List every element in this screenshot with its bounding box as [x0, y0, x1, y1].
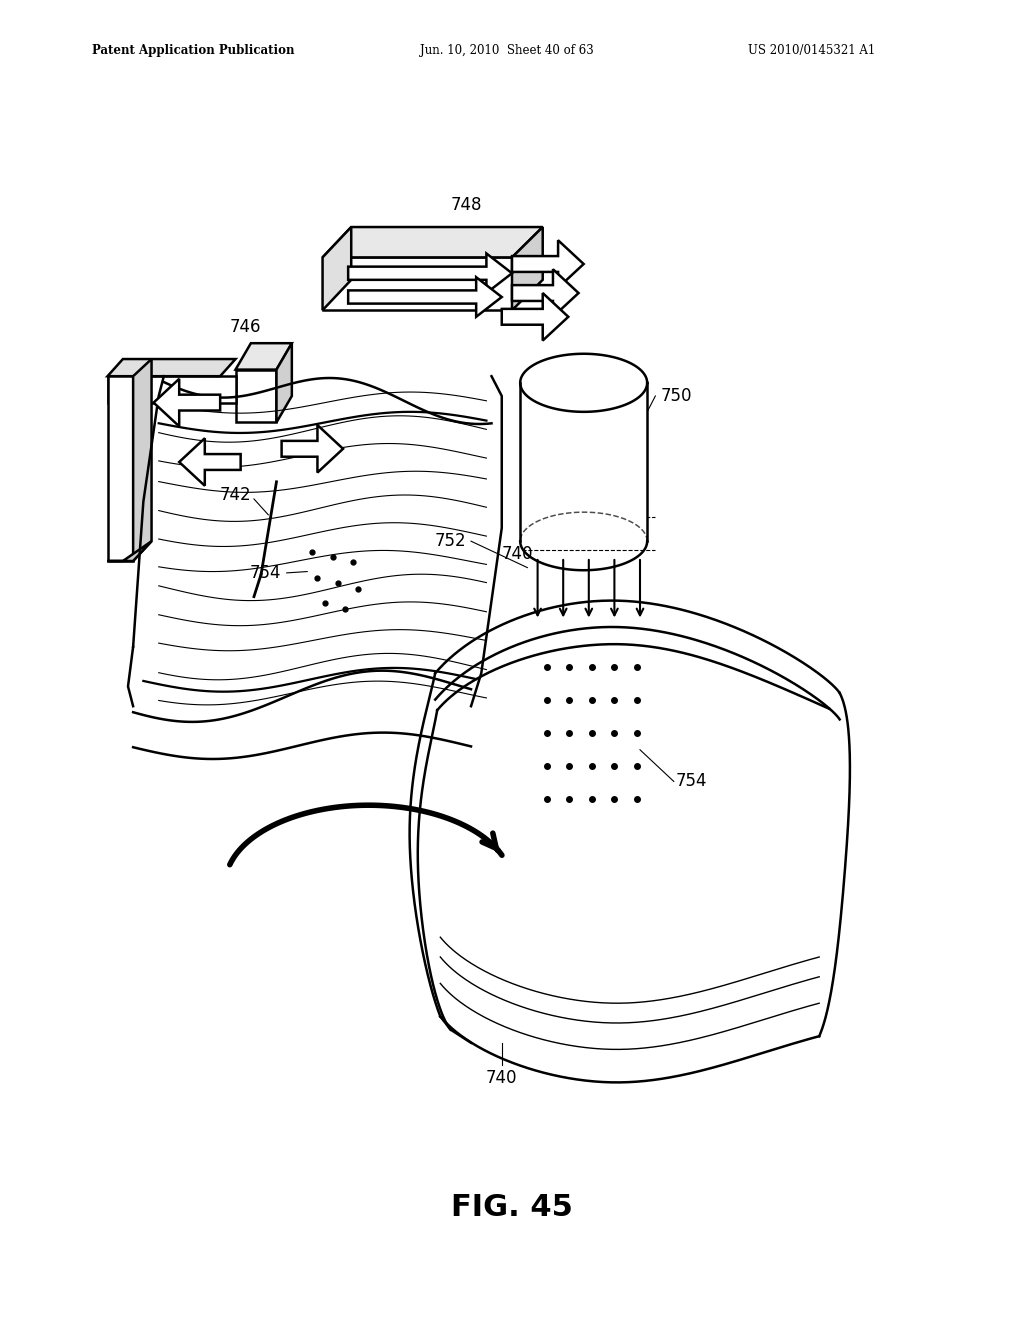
Text: FIG. 45: FIG. 45 — [451, 1193, 573, 1222]
Polygon shape — [236, 343, 292, 370]
Polygon shape — [276, 343, 292, 422]
Text: 752: 752 — [434, 532, 466, 550]
Text: Patent Application Publication: Patent Application Publication — [92, 44, 295, 57]
Text: 740: 740 — [486, 1069, 517, 1088]
Polygon shape — [108, 359, 236, 376]
Polygon shape — [133, 359, 152, 561]
Text: US 2010/0145321 A1: US 2010/0145321 A1 — [748, 44, 874, 57]
Polygon shape — [154, 379, 220, 426]
Polygon shape — [348, 253, 512, 293]
Polygon shape — [512, 269, 579, 317]
Polygon shape — [108, 541, 152, 561]
Text: 754: 754 — [250, 564, 282, 582]
Polygon shape — [502, 293, 568, 341]
Polygon shape — [282, 425, 343, 473]
Polygon shape — [236, 370, 276, 422]
Polygon shape — [348, 277, 502, 317]
Polygon shape — [512, 227, 543, 310]
Polygon shape — [179, 438, 241, 486]
Polygon shape — [323, 257, 512, 310]
Text: 742: 742 — [220, 486, 251, 504]
Text: 754: 754 — [676, 772, 708, 791]
Text: 750: 750 — [660, 387, 692, 405]
Text: 746: 746 — [230, 318, 261, 337]
Polygon shape — [108, 376, 133, 561]
Polygon shape — [108, 376, 236, 403]
Polygon shape — [323, 227, 543, 257]
Text: 748: 748 — [451, 195, 481, 214]
Text: 740: 740 — [502, 545, 534, 564]
Text: Jun. 10, 2010  Sheet 40 of 63: Jun. 10, 2010 Sheet 40 of 63 — [420, 44, 594, 57]
Polygon shape — [512, 240, 584, 288]
Polygon shape — [323, 227, 351, 310]
Polygon shape — [520, 383, 647, 541]
